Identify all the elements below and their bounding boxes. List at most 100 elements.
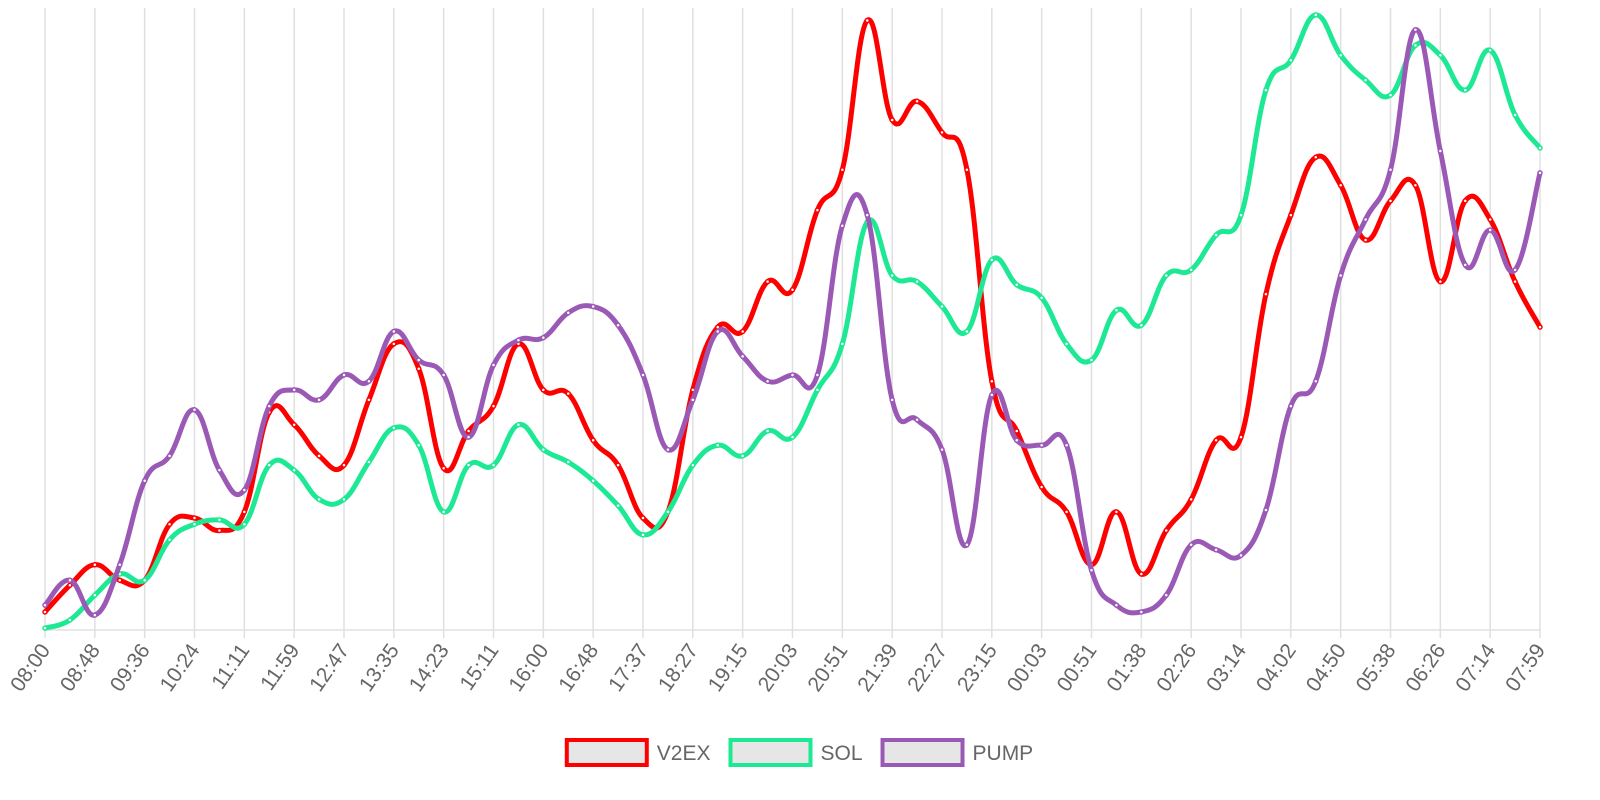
point bbox=[565, 310, 571, 316]
point bbox=[391, 341, 397, 347]
point bbox=[1537, 324, 1543, 330]
point bbox=[764, 378, 771, 384]
point bbox=[416, 357, 422, 363]
point bbox=[640, 532, 646, 538]
point bbox=[42, 602, 48, 608]
point bbox=[1288, 403, 1294, 409]
point bbox=[590, 437, 596, 444]
x-tick-label: 15:11 bbox=[456, 640, 504, 695]
point bbox=[540, 446, 547, 453]
point bbox=[1362, 77, 1369, 83]
x-tick-label: 00:51 bbox=[1053, 640, 1102, 696]
point bbox=[1337, 182, 1344, 189]
point bbox=[989, 392, 995, 398]
point bbox=[615, 322, 621, 328]
point bbox=[440, 372, 447, 378]
point bbox=[1014, 428, 1020, 434]
x-tick-label: 07:14 bbox=[1451, 639, 1500, 696]
point bbox=[939, 129, 945, 136]
point bbox=[914, 98, 920, 105]
point bbox=[117, 577, 123, 583]
point bbox=[216, 527, 223, 534]
point bbox=[1138, 322, 1145, 328]
point bbox=[1163, 272, 1169, 279]
point bbox=[1113, 509, 1120, 515]
point bbox=[92, 592, 98, 598]
x-tick-label: 00:03 bbox=[1003, 640, 1052, 696]
point bbox=[117, 561, 123, 568]
point bbox=[540, 334, 547, 341]
point bbox=[1088, 567, 1095, 574]
point bbox=[1063, 509, 1070, 515]
point bbox=[440, 509, 447, 515]
point bbox=[964, 166, 970, 173]
x-tick-label: 20:03 bbox=[754, 640, 803, 696]
point bbox=[216, 517, 223, 523]
point bbox=[316, 397, 322, 403]
x-tick-label: 22:27 bbox=[903, 640, 952, 696]
point bbox=[1462, 198, 1468, 204]
point bbox=[889, 117, 895, 123]
point bbox=[814, 372, 821, 378]
point bbox=[1387, 166, 1394, 173]
point bbox=[814, 207, 821, 213]
x-tick-label: 12:47 bbox=[305, 640, 354, 696]
point bbox=[141, 577, 148, 583]
point bbox=[1014, 437, 1020, 444]
point bbox=[1088, 357, 1095, 363]
point bbox=[615, 462, 621, 468]
point bbox=[1487, 47, 1493, 54]
point bbox=[615, 502, 621, 509]
point bbox=[1313, 154, 1319, 161]
point bbox=[1213, 547, 1219, 553]
point bbox=[216, 467, 223, 473]
point bbox=[1263, 507, 1269, 513]
x-tick-label: 18:27 bbox=[654, 640, 703, 696]
point bbox=[1288, 212, 1294, 218]
x-tick-label: 02:26 bbox=[1152, 640, 1201, 696]
point bbox=[1437, 278, 1444, 285]
legend-swatch bbox=[880, 738, 965, 767]
point bbox=[914, 417, 920, 423]
point bbox=[889, 397, 895, 403]
x-tick-label: 11:59 bbox=[256, 640, 304, 695]
point bbox=[1188, 496, 1194, 503]
point bbox=[42, 625, 48, 631]
point bbox=[565, 459, 571, 465]
point bbox=[241, 487, 248, 493]
x-tick-label: 01:38 bbox=[1102, 640, 1151, 696]
x-tick-label: 20:51 bbox=[803, 640, 852, 696]
x-tick-label: 04:02 bbox=[1252, 640, 1301, 696]
point bbox=[141, 477, 148, 484]
point bbox=[939, 303, 945, 310]
x-tick-label: 19:15 bbox=[704, 640, 753, 696]
point bbox=[839, 166, 846, 173]
point bbox=[1238, 434, 1244, 440]
x-tick-label: 10:24 bbox=[156, 639, 205, 696]
point bbox=[1014, 282, 1020, 288]
point bbox=[739, 353, 746, 360]
point bbox=[366, 459, 372, 465]
point bbox=[341, 462, 347, 468]
point bbox=[715, 328, 721, 335]
point bbox=[739, 328, 746, 335]
point bbox=[191, 521, 198, 528]
point bbox=[1537, 145, 1543, 151]
point bbox=[166, 453, 173, 459]
point bbox=[366, 378, 372, 384]
point bbox=[1337, 272, 1344, 279]
legend-label: PUMP bbox=[973, 742, 1034, 765]
point bbox=[67, 617, 73, 623]
point bbox=[989, 378, 995, 384]
point bbox=[291, 387, 297, 393]
x-tick-label: 07:59 bbox=[1501, 640, 1550, 696]
point bbox=[839, 222, 846, 229]
point bbox=[391, 425, 397, 431]
legend-label: V2EX bbox=[657, 742, 711, 765]
point bbox=[1038, 484, 1045, 490]
point bbox=[964, 328, 970, 335]
legend-swatch bbox=[564, 738, 649, 767]
point bbox=[789, 372, 796, 378]
point bbox=[490, 462, 497, 468]
point bbox=[864, 212, 870, 218]
